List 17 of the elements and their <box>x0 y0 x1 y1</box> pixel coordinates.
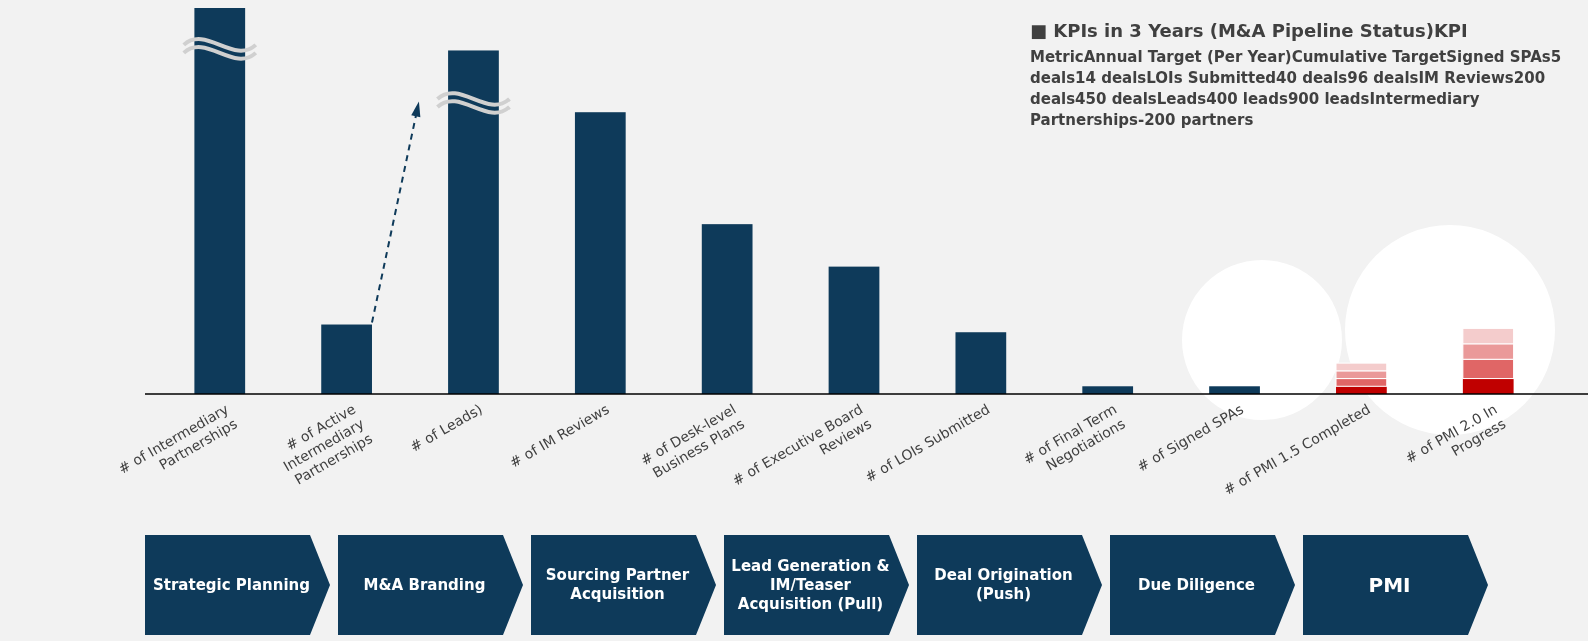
text: Sourcing Partner Acquisition <box>544 565 691 605</box>
bar <box>955 332 1007 394</box>
bar <box>1082 386 1134 394</box>
bar <box>574 112 626 394</box>
text: M&A Branding <box>362 574 487 596</box>
bar <box>701 224 753 394</box>
text: ■ KPIs in 3 Years (M&A Pipeline Status)KPI <box>1030 20 1469 41</box>
text: Due Diligence <box>1136 574 1257 596</box>
bar <box>321 324 372 394</box>
bar <box>1462 378 1514 394</box>
annotation: MetricAnnual Target (Per Year)Cumulative TargetSigned SPAs5 deals14 dealsLOIs Submitted40 deals96 dealsIM Reviews200 deals450 dealsLeads400 leads900 leadsIntermediary Partnerships-200 partners <box>1030 47 1563 131</box>
text: Strategic Planning <box>152 574 311 596</box>
text: Deal Origination (Push) <box>933 565 1074 605</box>
text: PMI <box>1367 571 1412 599</box>
bar <box>1209 386 1260 394</box>
bar <box>828 266 880 394</box>
text: Lead Generation & IM/Teaser Acquisition (Pull) <box>730 555 891 615</box>
